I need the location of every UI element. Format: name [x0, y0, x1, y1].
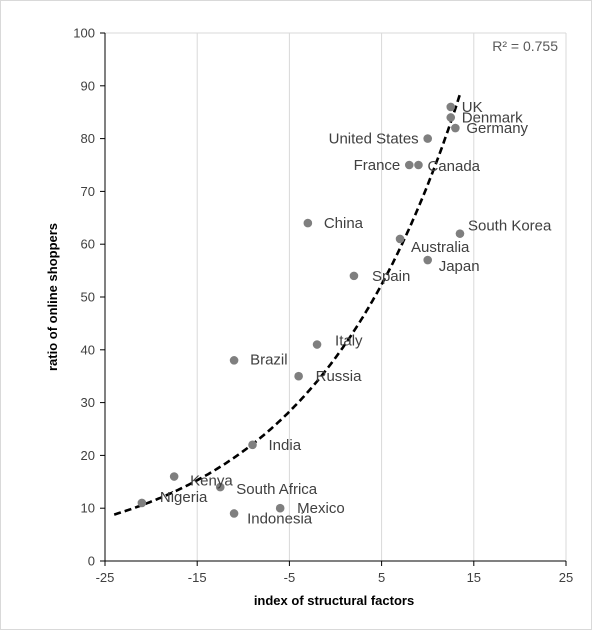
r-squared-label: R² = 0.755 — [492, 38, 558, 54]
y-tick-label: 10 — [81, 501, 95, 516]
x-tick-label: -25 — [96, 570, 115, 585]
data-point — [294, 371, 303, 381]
data-point — [248, 440, 257, 450]
point-label: Kenya — [190, 473, 233, 490]
x-tick-label: 25 — [559, 570, 573, 585]
y-tick-label: 60 — [81, 237, 95, 252]
data-point — [455, 229, 465, 238]
y-tick-label: 30 — [81, 395, 95, 410]
point-label: Brazil — [250, 351, 288, 368]
point-label: UK — [462, 99, 483, 116]
point-label: France — [354, 157, 401, 174]
point-label: Mexico — [297, 500, 345, 517]
point-label: Spain — [372, 268, 410, 285]
x-axis-title: index of structural factors — [254, 593, 414, 608]
y-tick-label: 0 — [88, 554, 95, 569]
data-point — [446, 102, 456, 112]
data-point — [414, 160, 423, 170]
point-label: Canada — [427, 158, 480, 175]
point-label: India — [269, 437, 302, 454]
points-layer — [137, 102, 465, 518]
y-tick-label: 70 — [81, 184, 95, 199]
data-point — [423, 255, 433, 265]
data-point — [169, 472, 179, 481]
point-label: Germany — [466, 120, 528, 137]
data-point — [349, 271, 359, 281]
data-point — [312, 340, 322, 349]
point-label: Australia — [411, 239, 470, 256]
x-tick-label: 5 — [378, 570, 385, 585]
data-point — [303, 218, 313, 228]
y-tick-label: 90 — [81, 78, 95, 93]
y-tick-label: 50 — [81, 290, 95, 305]
point-label: Indonesia — [247, 510, 313, 527]
y-tick-label: 40 — [81, 342, 95, 357]
point-label: China — [324, 215, 364, 232]
data-point — [275, 503, 285, 513]
y-tick-label: 80 — [81, 131, 95, 146]
y-tick-label: 100 — [73, 26, 95, 41]
point-label: United States — [329, 131, 419, 148]
point-label: Nigeria — [160, 489, 208, 506]
x-tick-label: -5 — [284, 570, 296, 585]
x-tick-label: -15 — [188, 570, 207, 585]
y-axis-title: ratio of online shoppers — [45, 223, 60, 371]
point-label: Japan — [439, 258, 480, 275]
data-point — [423, 134, 433, 143]
data-point — [395, 234, 405, 244]
axis-layer: -25 -15 -5 5 15 25 0 10 20 30 40 50 60 70 80 90 100 — [73, 26, 573, 586]
data-point — [215, 482, 225, 492]
point-label: South Africa — [236, 481, 318, 498]
y-tick-label: 20 — [81, 448, 95, 463]
point-label: South Korea — [468, 218, 552, 235]
data-point — [404, 160, 414, 170]
data-point — [229, 509, 239, 518]
x-tick-label: 15 — [467, 570, 481, 585]
point-label: Denmark — [462, 109, 523, 126]
data-point — [446, 113, 456, 122]
data-point — [137, 498, 147, 508]
grid-layer — [104, 32, 567, 561]
data-point — [229, 356, 239, 365]
data-point — [451, 123, 460, 133]
point-label: Italy — [335, 333, 363, 350]
point-label: Russia — [316, 368, 363, 385]
